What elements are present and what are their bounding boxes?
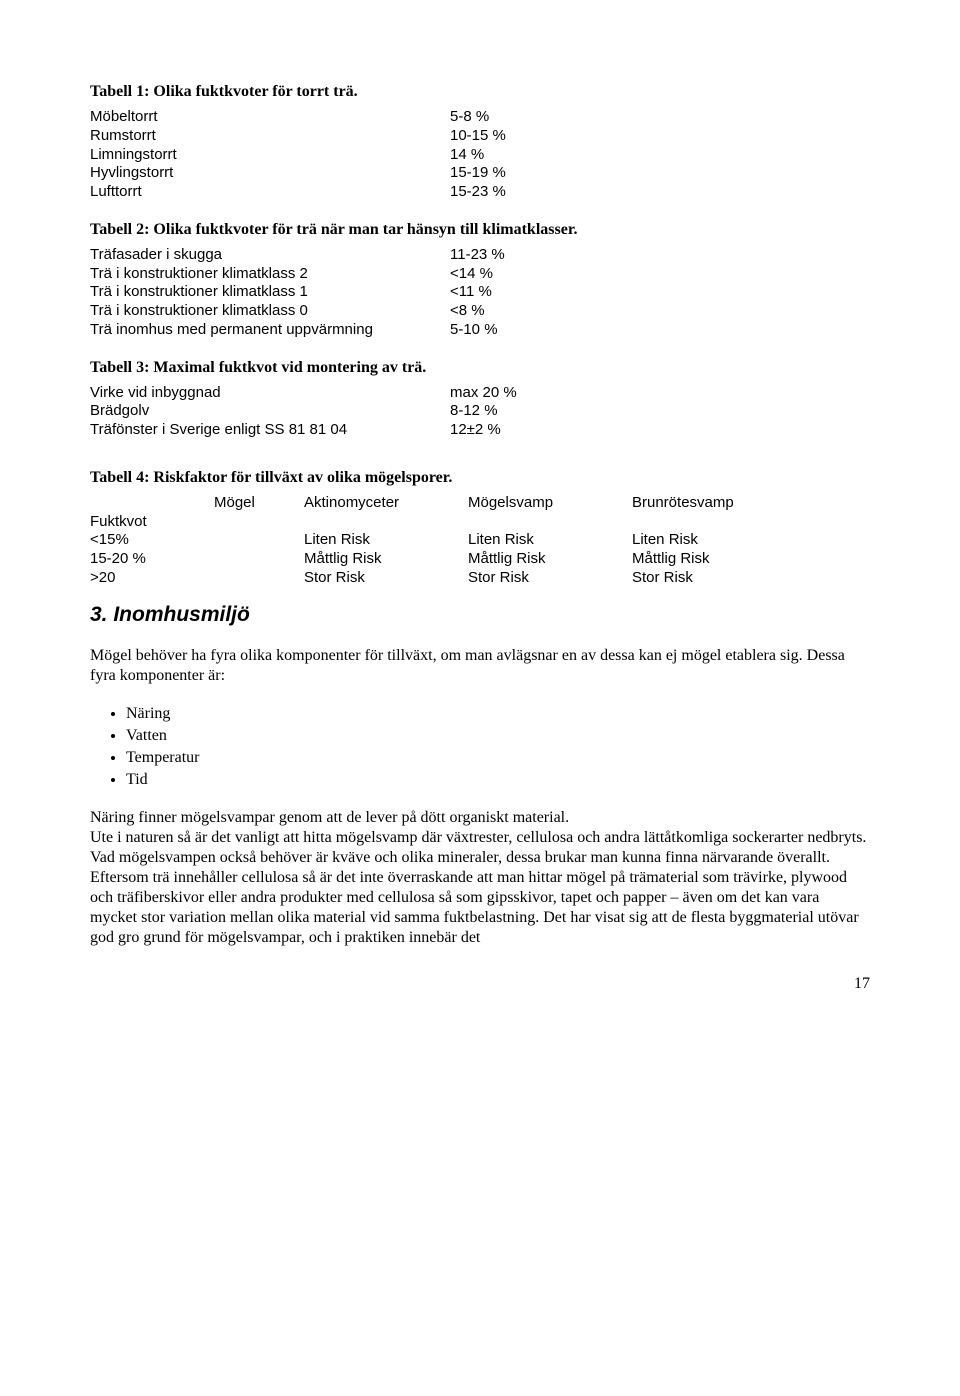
table2: Träfasader i skugga11-23 % Trä i konstru…	[90, 246, 870, 340]
cell-label: Trä i konstruktioner klimatklass 1	[90, 283, 450, 302]
cell-label: Trä inomhus med permanent uppvärmning	[90, 321, 450, 340]
list-item: Vatten	[126, 726, 870, 746]
table3: Virke vid inbyggnadmax 20 % Brädgolv8-12…	[90, 384, 870, 440]
cell	[214, 550, 304, 569]
cell-label: Lufttorrt	[90, 183, 450, 202]
cell-value: 15-23 %	[450, 183, 506, 202]
cell-value: <8 %	[450, 302, 485, 321]
table-sideheader-row: Fuktkvot	[90, 513, 870, 532]
cell: Stor Risk	[468, 569, 632, 588]
cell-value: 5-10 %	[450, 321, 498, 340]
cell: <15%	[90, 531, 214, 550]
list-item: Tid	[126, 770, 870, 790]
page-number: 17	[90, 974, 870, 994]
cell: 15-20 %	[90, 550, 214, 569]
table-row: Trä i konstruktioner klimatklass 1<11 %	[90, 283, 870, 302]
cell-label: Träfasader i skugga	[90, 246, 450, 265]
table4: Mögel Aktinomyceter Mögelsvamp Brunrötes…	[90, 494, 870, 588]
cell: Brunrötesvamp	[632, 494, 796, 513]
cell-value: 8-12 %	[450, 402, 498, 421]
cell-label: Limningstorrt	[90, 146, 450, 165]
bullet-list: Näring Vatten Temperatur Tid	[126, 704, 870, 790]
table-header-row: Mögel Aktinomyceter Mögelsvamp Brunrötes…	[90, 494, 870, 513]
cell-label: Möbeltorrt	[90, 108, 450, 127]
cell-value: 14 %	[450, 146, 484, 165]
cell-label: Trä i konstruktioner klimatklass 0	[90, 302, 450, 321]
cell-label: Trä i konstruktioner klimatklass 2	[90, 265, 450, 284]
cell-value: 15-19 %	[450, 164, 506, 183]
cell: Måttlig Risk	[632, 550, 796, 569]
table-row: Trä inomhus med permanent uppvärmning5-1…	[90, 321, 870, 340]
paragraph: Ute i naturen så är det vanligt att hitt…	[90, 828, 870, 948]
cell: Stor Risk	[632, 569, 796, 588]
cell-label: Virke vid inbyggnad	[90, 384, 450, 403]
table-row: <15% Liten Risk Liten Risk Liten Risk	[90, 531, 870, 550]
table-row: Träfönster i Sverige enligt SS 81 81 041…	[90, 421, 870, 440]
cell: Liten Risk	[468, 531, 632, 550]
cell: Måttlig Risk	[304, 550, 468, 569]
cell-label: Hyvlingstorrt	[90, 164, 450, 183]
cell-value: 10-15 %	[450, 127, 506, 146]
cell-value: 11-23 %	[450, 246, 505, 265]
table-row: Träfasader i skugga11-23 %	[90, 246, 870, 265]
cell	[214, 531, 304, 550]
cell-value: <14 %	[450, 265, 493, 284]
list-item: Näring	[126, 704, 870, 724]
table3-caption: Tabell 3: Maximal fuktkvot vid montering…	[90, 358, 870, 378]
table-row: Rumstorrt10-15 %	[90, 127, 870, 146]
cell	[632, 513, 796, 532]
cell: Fuktkvot	[90, 513, 214, 532]
cell: Mögel	[214, 494, 304, 513]
cell: Liten Risk	[304, 531, 468, 550]
cell	[304, 513, 468, 532]
table4-caption: Tabell 4: Riskfaktor för tillväxt av oli…	[90, 468, 870, 488]
cell-value: <11 %	[450, 283, 492, 302]
cell: Stor Risk	[304, 569, 468, 588]
cell: Mögelsvamp	[468, 494, 632, 513]
cell-label: Brädgolv	[90, 402, 450, 421]
table-row: Trä i konstruktioner klimatklass 0<8 %	[90, 302, 870, 321]
table-row: Brädgolv8-12 %	[90, 402, 870, 421]
list-item: Temperatur	[126, 748, 870, 768]
cell: Måttlig Risk	[468, 550, 632, 569]
cell-value: 12±2 %	[450, 421, 501, 440]
cell	[214, 513, 304, 532]
table1: Möbeltorrt5-8 % Rumstorrt10-15 % Limning…	[90, 108, 870, 202]
paragraph: Mögel behöver ha fyra olika komponenter …	[90, 646, 870, 686]
table1-caption: Tabell 1: Olika fuktkvoter för torrt trä…	[90, 82, 870, 102]
cell: Aktinomyceter	[304, 494, 468, 513]
paragraph: Näring finner mögelsvampar genom att de …	[90, 808, 870, 828]
cell: Liten Risk	[632, 531, 796, 550]
cell-label: Träfönster i Sverige enligt SS 81 81 04	[90, 421, 450, 440]
table-row: >20 Stor Risk Stor Risk Stor Risk	[90, 569, 870, 588]
cell	[468, 513, 632, 532]
cell	[214, 569, 304, 588]
cell: >20	[90, 569, 214, 588]
cell	[90, 494, 214, 513]
table-row: Hyvlingstorrt15-19 %	[90, 164, 870, 183]
table-row: Limningstorrt14 %	[90, 146, 870, 165]
section-heading: 3. Inomhusmiljö	[90, 602, 870, 628]
table-row: Möbeltorrt5-8 %	[90, 108, 870, 127]
table-row: Virke vid inbyggnadmax 20 %	[90, 384, 870, 403]
table2-caption: Tabell 2: Olika fuktkvoter för trä när m…	[90, 220, 870, 240]
cell-value: max 20 %	[450, 384, 517, 403]
table-row: 15-20 % Måttlig Risk Måttlig Risk Måttli…	[90, 550, 870, 569]
table-row: Lufttorrt15-23 %	[90, 183, 870, 202]
table-row: Trä i konstruktioner klimatklass 2<14 %	[90, 265, 870, 284]
cell-value: 5-8 %	[450, 108, 489, 127]
cell-label: Rumstorrt	[90, 127, 450, 146]
